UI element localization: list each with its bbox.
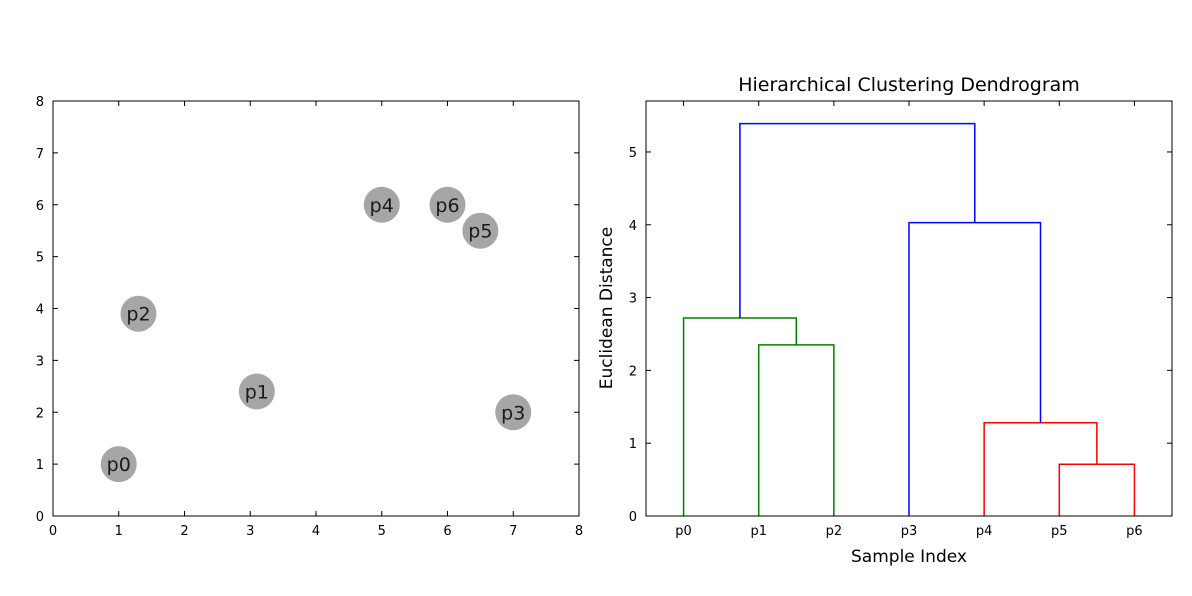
- scatter-x-tick-label: 1: [115, 524, 123, 539]
- scatter-y-tick-label: 6: [36, 199, 44, 214]
- scatter-point: [429, 186, 466, 223]
- scatter-x-tick-label: 5: [378, 524, 386, 539]
- dendrogram-x-axis-label: Sample Index: [851, 547, 967, 567]
- dendrogram-x-tick-label: p6: [1126, 524, 1143, 539]
- dendrogram-link: [908, 221, 1042, 516]
- dendrogram-x-tick-label: p2: [826, 524, 843, 539]
- scatter-point: [100, 446, 137, 483]
- scatter-y-tick-label: 4: [36, 303, 44, 318]
- dendrogram-title: Hierarchical Clustering Dendrogram: [738, 74, 1080, 96]
- scatter-y-tick-label: 0: [36, 510, 44, 525]
- scatter-point: [462, 212, 499, 249]
- dendrogram-y-tick-label: 4: [629, 219, 637, 234]
- dendrogram-x-tick-label: p1: [750, 524, 767, 539]
- dendrogram-x-tick-label: p5: [1051, 524, 1068, 539]
- scatter-point-label: p1: [245, 382, 269, 404]
- dendrogram-y-tick-label: 0: [629, 510, 637, 525]
- dendrogram-y-tick-label: 2: [629, 364, 637, 379]
- scatter-point-label: p6: [435, 195, 459, 217]
- scatter-point-label: p2: [126, 304, 150, 326]
- scatter-y-tick-label: 1: [36, 458, 44, 473]
- dendrogram-y-tick-label: 3: [629, 292, 637, 307]
- dendrogram-x-tick-label: p0: [675, 524, 692, 539]
- dendrogram-y-tick-label: 1: [629, 437, 637, 452]
- scatter-x-tick-label: 7: [509, 524, 517, 539]
- scatter-point-label: p5: [468, 221, 492, 243]
- scatter-y-tick-label: 2: [36, 406, 44, 421]
- scatter-x-tick-label: 3: [246, 524, 254, 539]
- scatter-x-tick-label: 2: [180, 524, 188, 539]
- scatter-point: [238, 373, 275, 410]
- dendrogram-link: [682, 317, 798, 516]
- dendrogram-link: [983, 422, 1098, 516]
- scatter-x-tick-label: 8: [575, 524, 583, 539]
- scatter-x-tick-label: 4: [312, 524, 320, 539]
- scatter-x-tick-label: 6: [443, 524, 451, 539]
- scatter-point: [495, 394, 532, 431]
- scatter-y-tick-label: 3: [36, 354, 44, 369]
- dendrogram-frame: [645, 100, 1173, 517]
- scatter-point-label: p4: [370, 195, 394, 217]
- dendrogram-x-tick-label: p4: [976, 524, 993, 539]
- dendrogram-link: [739, 122, 976, 318]
- scatter-plot: 0 1 2 3 4 5 6 7 8 0 1 2 3 4 5 6 7 8 p0 p1 p2 p3 p4 p5 p6: [36, 95, 583, 539]
- scatter-point-label: p3: [501, 402, 525, 424]
- dendrogram-plot: Hierarchical Clustering Dendrogram Sampl…: [597, 74, 1173, 567]
- scatter-y-tick-label: 7: [36, 147, 44, 162]
- scatter-y-tick-label: 8: [36, 95, 44, 110]
- scatter-y-tick-label: 5: [36, 251, 44, 266]
- dendrogram-x-tick-label: p3: [901, 524, 918, 539]
- scatter-point-label: p0: [107, 454, 131, 476]
- scatter-point: [120, 295, 157, 332]
- dendrogram-y-axis-label: Euclidean Distance: [597, 227, 617, 390]
- scatter-point: [363, 186, 400, 223]
- dendrogram-y-tick-label: 5: [629, 146, 637, 161]
- dendrogram-link: [1058, 463, 1136, 516]
- dendrogram-link: [757, 344, 835, 516]
- scatter-x-tick-label: 0: [49, 524, 57, 539]
